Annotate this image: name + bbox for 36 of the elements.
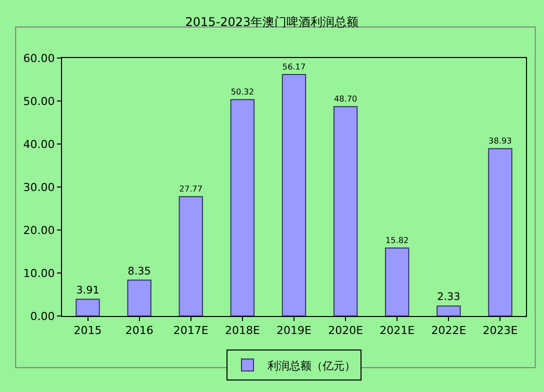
bar [333,106,358,316]
data-label: 48.70 [334,93,358,104]
x-tick-label: 2022E [431,324,466,338]
data-label: 38.93 [488,135,512,146]
x-tick-label: 2015 [74,324,102,338]
y-tick-label: 20.00 [23,224,55,237]
data-label: 50.32 [230,86,254,96]
bar [76,298,100,316]
data-label: 2.33 [437,291,460,304]
x-tick-label: 2019E [276,324,312,338]
y-tick-label: 40.00 [23,138,55,151]
x-tick-label: 2018E [224,324,260,338]
bar [230,99,255,316]
bar [282,74,306,316]
x-tick-label: 2023E [482,324,518,338]
x-tick-label: 2020E [328,324,364,338]
bar [127,280,152,316]
y-tick-label: 50.00 [23,94,55,108]
bar [436,305,461,316]
y-tick-label: 0.00 [30,310,55,323]
chart-title: 2015-2023年澳门啤酒利润总额 [185,15,359,30]
legend-label: 利润总额（亿元） [268,359,356,372]
bar [488,148,512,316]
y-tick-label: 30.00 [23,180,55,194]
y-tick-label: 10.00 [23,266,55,280]
data-label: 3.91 [76,284,100,296]
y-tick-label: 60.00 [23,52,55,65]
data-label: 8.35 [128,265,151,278]
x-tick-label: 2016 [125,324,154,338]
x-tick-label: 2021E [380,324,415,338]
bar [178,196,203,316]
x-tick-label: 2017E [173,324,208,338]
data-label: 56.17 [282,61,306,72]
bar [385,247,410,316]
data-label: 27.77 [179,183,202,194]
data-label: 15.82 [386,234,409,245]
